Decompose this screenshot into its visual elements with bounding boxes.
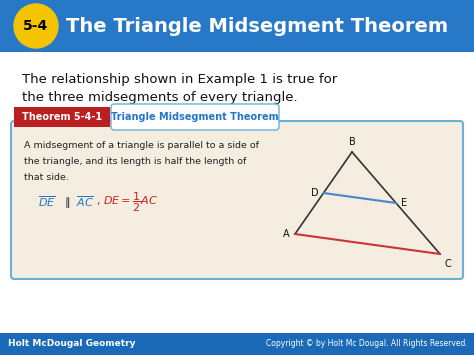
Text: the three midsegments of every triangle.: the three midsegments of every triangle. bbox=[22, 92, 298, 104]
Text: B: B bbox=[348, 137, 356, 147]
Text: 5-4: 5-4 bbox=[23, 19, 49, 33]
Text: C: C bbox=[445, 259, 452, 269]
Text: Theorem 5-4-1: Theorem 5-4-1 bbox=[22, 112, 102, 122]
Text: , $DE = \dfrac{1}{2}AC$: , $DE = \dfrac{1}{2}AC$ bbox=[96, 190, 158, 214]
Text: The Triangle Midsegment Theorem: The Triangle Midsegment Theorem bbox=[66, 16, 448, 36]
Text: the triangle, and its length is half the length of: the triangle, and its length is half the… bbox=[24, 158, 246, 166]
Text: $\overline{AC}$: $\overline{AC}$ bbox=[76, 195, 94, 209]
Text: Holt McDougal Geometry: Holt McDougal Geometry bbox=[8, 339, 136, 349]
Text: that side.: that side. bbox=[24, 174, 69, 182]
FancyBboxPatch shape bbox=[11, 121, 463, 279]
Text: Triangle Midsegment Theorem: Triangle Midsegment Theorem bbox=[111, 112, 279, 122]
FancyBboxPatch shape bbox=[14, 107, 110, 127]
Circle shape bbox=[14, 4, 58, 48]
Bar bbox=[0, 333, 474, 355]
Text: A: A bbox=[283, 229, 290, 239]
Text: Copyright © by Holt Mc Dougal. All Rights Reserved.: Copyright © by Holt Mc Dougal. All Right… bbox=[266, 339, 468, 349]
Bar bbox=[0, 0, 474, 52]
Text: $\parallel$: $\parallel$ bbox=[62, 195, 70, 209]
Text: The relationship shown in Example 1 is true for: The relationship shown in Example 1 is t… bbox=[22, 73, 337, 87]
Text: $\overline{DE}$: $\overline{DE}$ bbox=[38, 195, 55, 209]
Text: A midsegment of a triangle is parallel to a side of: A midsegment of a triangle is parallel t… bbox=[24, 142, 259, 151]
FancyBboxPatch shape bbox=[111, 104, 279, 130]
Text: D: D bbox=[311, 188, 319, 198]
Text: E: E bbox=[401, 198, 407, 208]
